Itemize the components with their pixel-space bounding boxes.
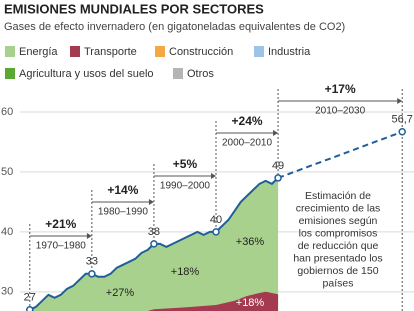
note-line: emisiones según (299, 215, 378, 227)
legend-label: Construcción (169, 46, 233, 58)
note-line: de reducción que (298, 240, 379, 252)
note-line: gobiernos de 150 (297, 265, 378, 277)
point (398, 128, 406, 136)
period-change: +17% (325, 82, 356, 96)
period-change: +21% (45, 217, 76, 231)
point-label: 56,7 (391, 114, 412, 126)
note-line: Estimación de (305, 190, 371, 202)
point (88, 270, 96, 278)
legend-label: Transporte (84, 46, 137, 58)
y-tick-label: 40 (1, 226, 13, 238)
point (150, 240, 158, 248)
arrow-head (397, 98, 403, 104)
legend-swatch (5, 68, 15, 79)
point (274, 174, 282, 182)
period-label: 1980–1990 (98, 207, 148, 218)
point-label: 38 (148, 226, 160, 238)
area-label: +18% (171, 266, 200, 278)
arrow-head (86, 233, 92, 239)
point-label: 40 (210, 214, 222, 226)
point-label: 27 (24, 292, 36, 304)
area (147, 291, 279, 311)
point-label: 33 (86, 256, 98, 268)
arrow-head (148, 199, 154, 205)
note-line: los compromisos (299, 227, 378, 239)
area-label: +18% (236, 297, 265, 309)
legend-label: Otros (187, 68, 214, 80)
legend-label: Energía (19, 46, 58, 58)
y-tick-label: 30 (1, 286, 13, 298)
period-label: 2010–2030 (315, 106, 365, 117)
period-change: +24% (232, 114, 263, 128)
period-change: +5% (173, 157, 198, 171)
chart-subtitle: Gases de efecto invernadero (en gigatone… (4, 21, 345, 33)
legend-swatch (173, 68, 183, 79)
point (212, 228, 220, 236)
projection-line (277, 130, 403, 179)
period-label: 2000–2010 (222, 138, 272, 149)
chart-title: EMISIONES MUNDIALES POR SECTORES (4, 1, 264, 16)
point-label: 49 (272, 160, 284, 172)
area-label: +27% (106, 287, 135, 299)
legend-swatch (254, 46, 264, 57)
legend-swatch (155, 46, 165, 57)
y-tick-label: 60 (1, 106, 13, 118)
area-label: +36% (236, 236, 265, 248)
arrow-head (273, 130, 279, 136)
period-change: +14% (107, 183, 138, 197)
y-tick-label: 50 (1, 166, 13, 178)
legend-swatch (5, 46, 15, 57)
note-line: países (323, 277, 354, 289)
period-label: 1970–1980 (36, 241, 86, 252)
note-line: crecimiento de las (296, 202, 381, 214)
point (26, 306, 34, 311)
legend-label: Industria (268, 46, 311, 58)
legend-label: Agricultura y usos del suelo (19, 68, 154, 80)
period-label: 1990–2000 (160, 181, 210, 192)
note-line: han presentado los (293, 252, 382, 264)
arrow-head (211, 173, 216, 179)
legend-swatch (70, 46, 80, 57)
